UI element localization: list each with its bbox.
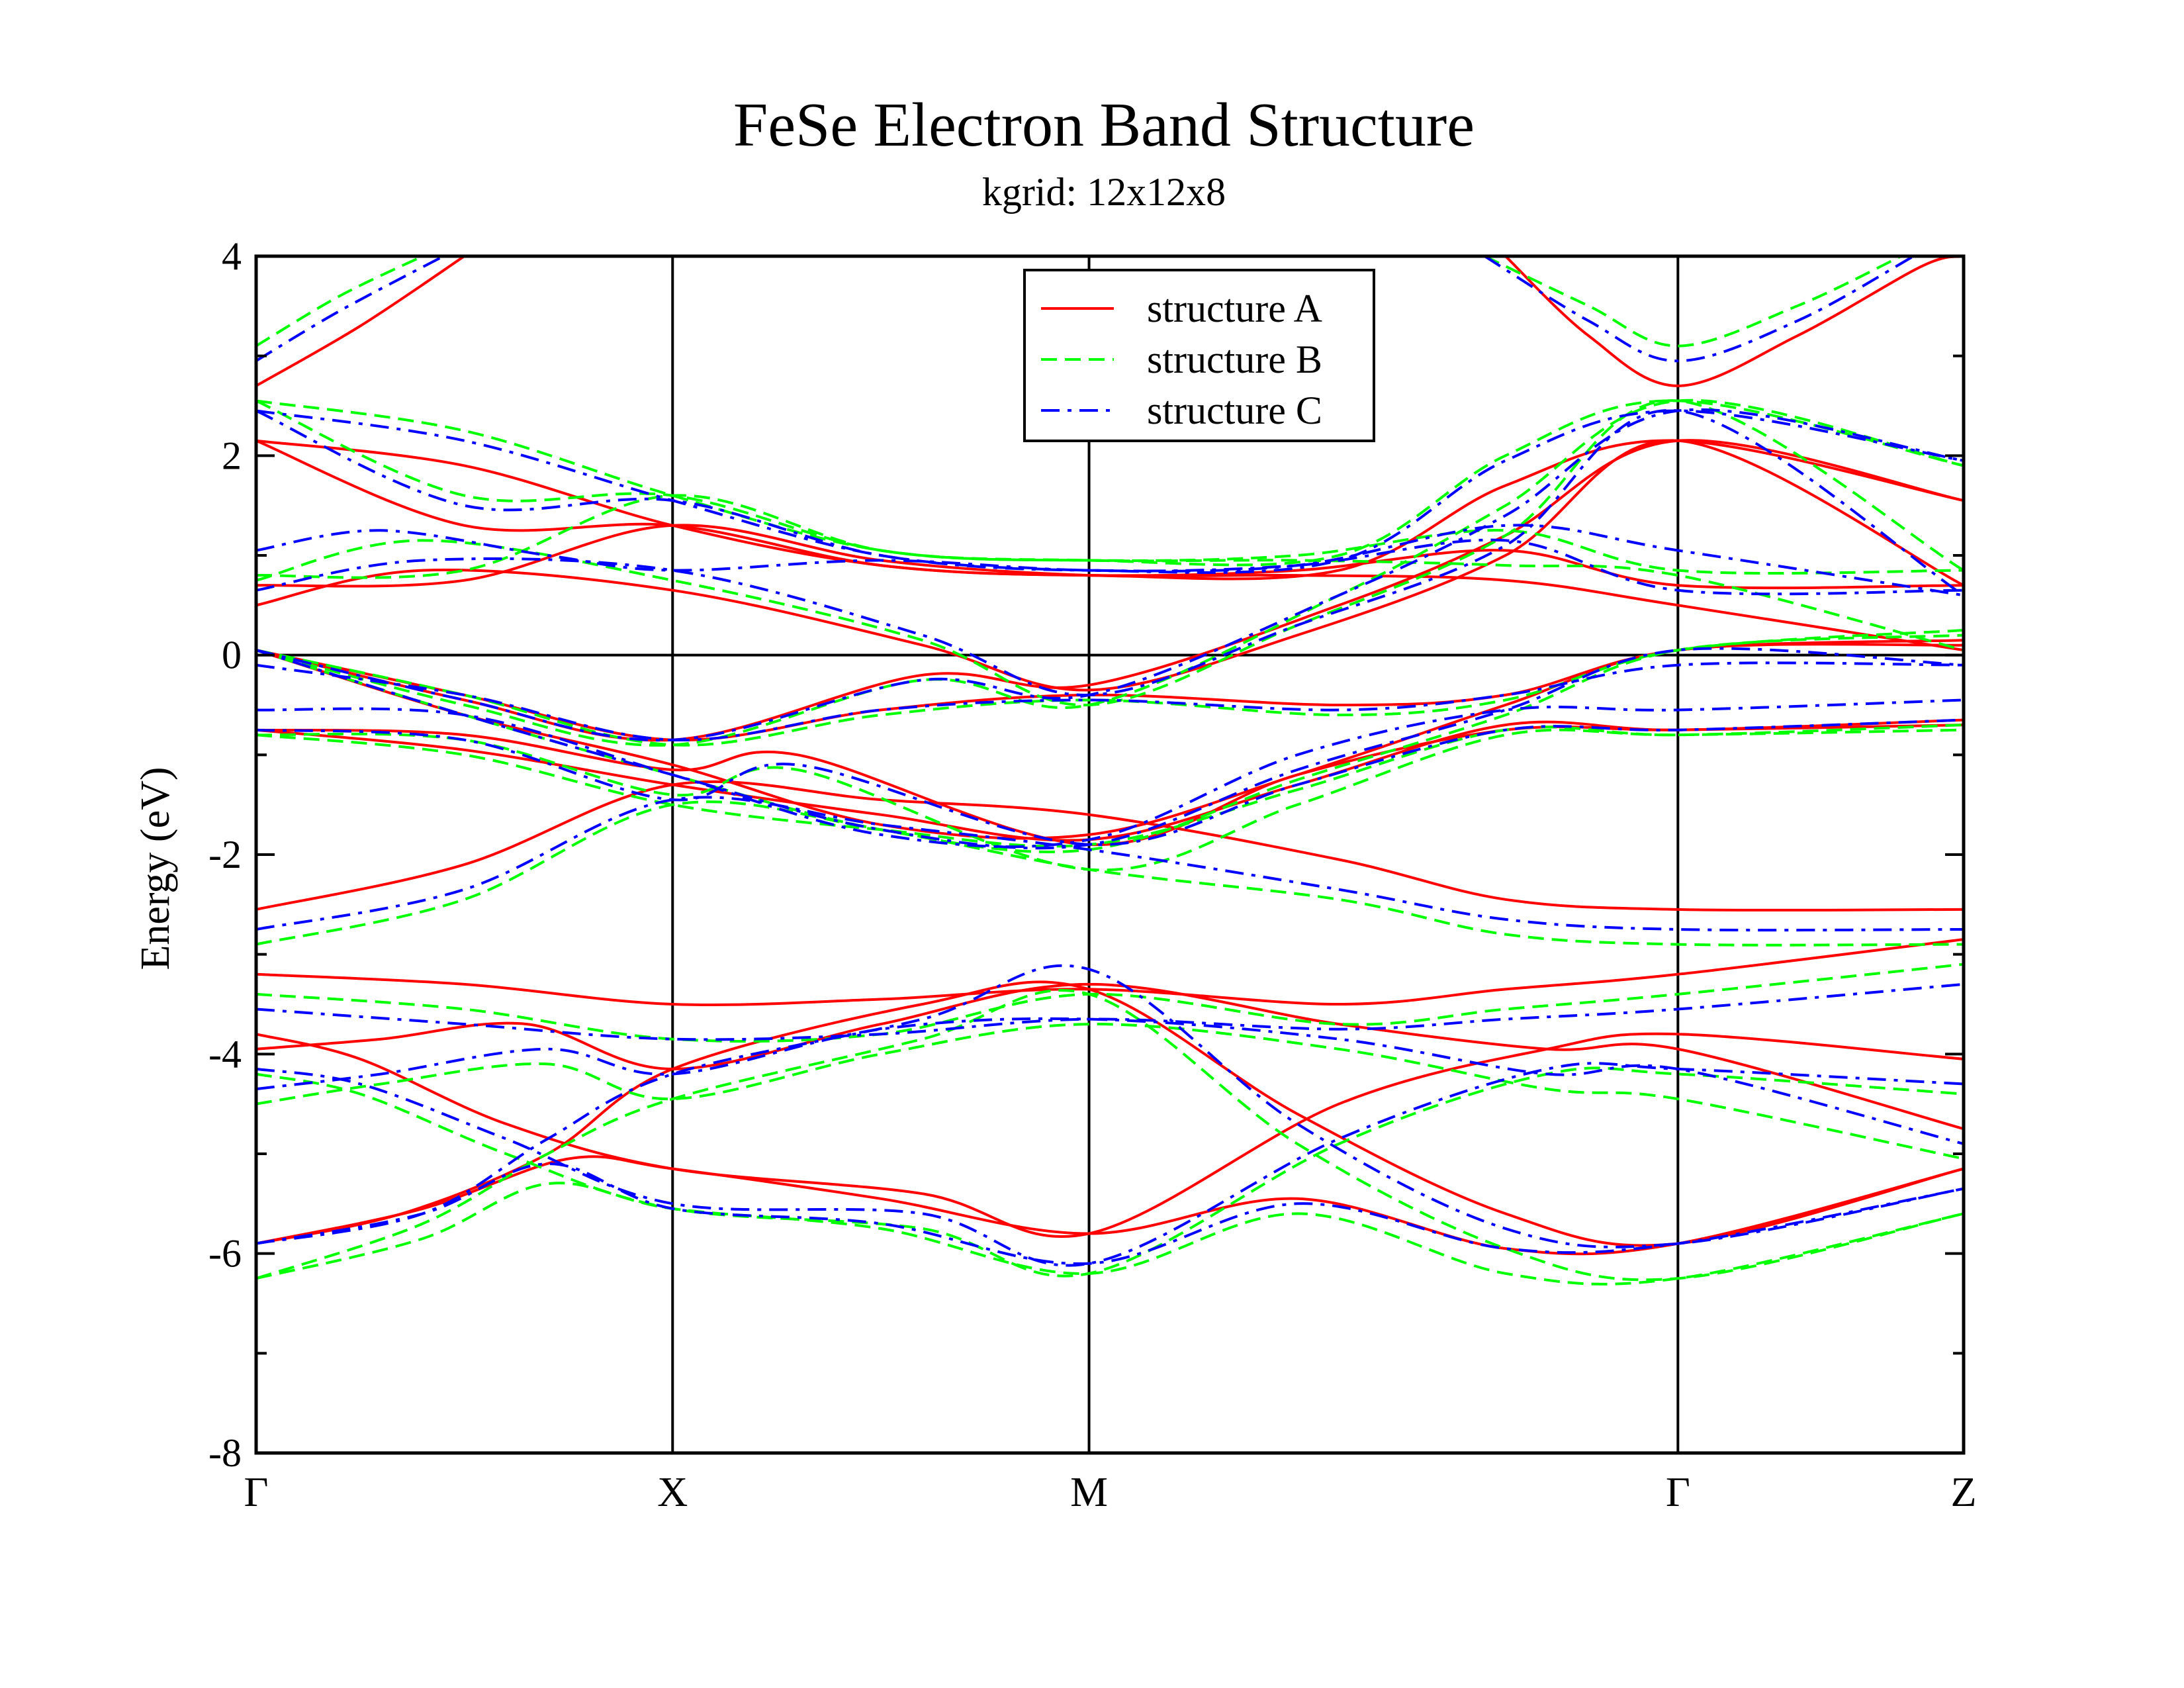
legend-label: structure A xyxy=(1147,287,1322,330)
band-line xyxy=(256,439,1964,692)
band-line xyxy=(256,988,1964,1282)
y-tick-label: -2 xyxy=(208,833,242,876)
band-line xyxy=(256,964,1964,1248)
band-line xyxy=(1484,256,1915,363)
band-line xyxy=(256,256,424,348)
band-line xyxy=(256,647,1964,850)
band-line xyxy=(256,439,1964,742)
band-line xyxy=(256,780,1964,912)
band-line xyxy=(256,439,1964,590)
band-line xyxy=(256,724,1964,847)
band-line xyxy=(256,1062,1964,1267)
band-line xyxy=(1484,256,1902,348)
band-line xyxy=(256,1023,1964,1160)
x-tick-label: X xyxy=(657,1468,688,1515)
band-line xyxy=(256,800,1964,947)
band-line xyxy=(256,698,1964,849)
band-line xyxy=(256,661,1964,741)
band-line xyxy=(256,408,1964,742)
legend: structure A structure B structure C xyxy=(1023,269,1375,442)
y-axis-label: Energy (eV) xyxy=(133,767,178,970)
band-line xyxy=(256,724,1964,848)
band-line xyxy=(256,980,1964,1247)
legend-label: structure C xyxy=(1147,389,1322,432)
x-tick-label: Γ xyxy=(244,1468,269,1515)
band-line xyxy=(1504,256,1964,387)
y-tick-label: -4 xyxy=(208,1032,242,1076)
legend-box xyxy=(1023,269,1375,442)
x-tick-label: M xyxy=(1070,1468,1108,1515)
chart-subtitle: kgrid: 12x12x8 xyxy=(982,170,1226,214)
band-line xyxy=(256,962,1964,1043)
band-line xyxy=(256,728,1964,872)
band-line xyxy=(256,439,1964,581)
band-line xyxy=(256,633,1964,853)
band-line xyxy=(256,1066,1964,1278)
band-line xyxy=(256,256,445,362)
y-tick-label: 4 xyxy=(222,234,242,278)
y-tick-label: 2 xyxy=(222,434,242,477)
band-line xyxy=(256,1032,1964,1239)
band-line xyxy=(256,494,1964,652)
x-tick-label: Z xyxy=(1950,1468,1976,1515)
band-line xyxy=(256,409,1964,574)
band-line xyxy=(256,1017,1964,1145)
band-line xyxy=(256,399,1964,567)
band-line xyxy=(256,399,1964,575)
band-line xyxy=(256,982,1964,1041)
band-line xyxy=(256,982,1964,1131)
band-line xyxy=(256,938,1964,1007)
band-line xyxy=(256,718,1964,842)
legend-label: structure B xyxy=(1147,338,1322,381)
chart-title: FeSe Electron Band Structure xyxy=(733,91,1475,160)
band-line xyxy=(256,718,1964,847)
band-line xyxy=(256,256,465,387)
x-tick-label: Γ xyxy=(1666,1468,1690,1515)
band-line xyxy=(256,1155,1964,1256)
y-tick-label: -6 xyxy=(208,1232,242,1276)
y-tick-label: -8 xyxy=(208,1431,242,1475)
band-line xyxy=(256,1182,1964,1286)
series-group xyxy=(256,256,1964,1286)
y-tick-label: 0 xyxy=(222,633,242,677)
band-line xyxy=(256,1162,1964,1266)
band-line xyxy=(256,629,1964,747)
band-line xyxy=(256,796,1964,932)
